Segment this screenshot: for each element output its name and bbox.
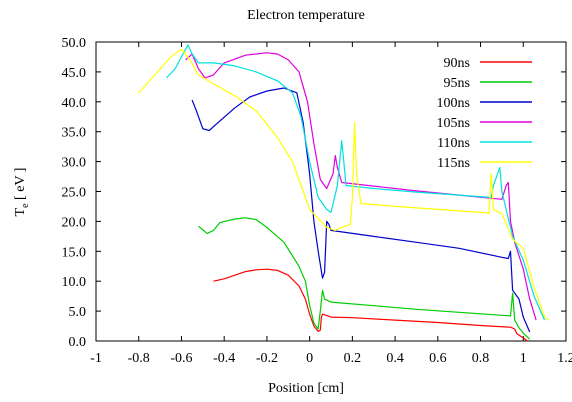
y-tick-label: 5.0 <box>69 305 87 320</box>
y-tick-label: 50.0 <box>62 36 87 51</box>
x-tick-label: 0.2 <box>344 351 362 366</box>
y-tick-label: 30.0 <box>62 156 87 171</box>
x-tick-label: 0 <box>306 351 313 366</box>
y-tick-label: 25.0 <box>62 186 87 201</box>
chart-title: Electron temperature <box>247 8 365 23</box>
legend: 90ns 95ns 100ns 105ns 110ns 115ns <box>437 56 532 171</box>
y-tick-label: 15.0 <box>62 245 87 260</box>
x-tick-label: -0.6 <box>170 351 192 366</box>
x-tick-label: 1 <box>520 351 527 366</box>
legend-label-115ns: 115ns <box>437 156 470 171</box>
y-axis-label-main: T <box>13 207 28 216</box>
legend-label-110ns: 110ns <box>437 136 470 151</box>
y-tick-label: 20.0 <box>62 215 87 230</box>
x-tick-label: -0.4 <box>213 351 235 366</box>
x-tick-label: -0.2 <box>256 351 278 366</box>
x-tick-label: 1.2 <box>557 351 572 366</box>
series-line-110ns <box>166 44 546 321</box>
plot-area <box>95 41 567 342</box>
x-tick-label: -0.8 <box>128 351 150 366</box>
legend-label-105ns: 105ns <box>437 116 470 131</box>
y-tick-label: 10.0 <box>62 275 87 290</box>
series-group <box>138 44 550 342</box>
y-axis-label-sub: e <box>20 203 31 208</box>
y-axis-label: Te [ eV ] <box>13 168 31 217</box>
series-line-100ns <box>191 87 531 333</box>
x-tick-label: 0.4 <box>386 351 404 366</box>
x-tick-label: -1 <box>90 351 102 366</box>
y-axis-label-unit: [ eV ] <box>13 168 28 204</box>
legend-label-100ns: 100ns <box>437 96 470 111</box>
series-line-95ns <box>198 217 531 340</box>
y-tick-label: 0.0 <box>69 335 87 350</box>
y-tick-label: 40.0 <box>62 96 87 111</box>
legend-label-90ns: 90ns <box>444 56 470 71</box>
x-axis-label: Position [cm] <box>268 381 344 396</box>
series-line-90ns <box>213 268 528 342</box>
y-tick-label: 45.0 <box>62 66 87 81</box>
plot-frame <box>95 41 567 342</box>
series-line-115ns <box>138 48 550 321</box>
series-line-105ns <box>185 52 537 321</box>
x-tick-label: 0.6 <box>429 351 447 366</box>
axis-ticks: -1 -0.8 -0.6 -0.4 -0.2 0 0.2 0.4 0.6 0.8 1 1.2 0.0 5.… <box>62 36 572 366</box>
legend-label-95ns: 95ns <box>444 76 470 91</box>
x-tick-label: 0.8 <box>472 351 490 366</box>
y-tick-label: 35.0 <box>62 126 87 141</box>
